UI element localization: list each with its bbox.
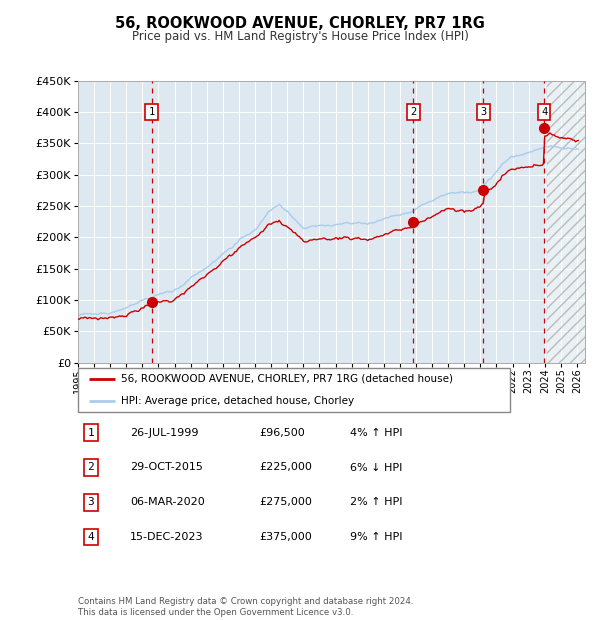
Text: 56, ROOKWOOD AVENUE, CHORLEY, PR7 1RG (detached house): 56, ROOKWOOD AVENUE, CHORLEY, PR7 1RG (d… — [121, 374, 453, 384]
Text: 6% ↓ HPI: 6% ↓ HPI — [350, 463, 403, 472]
Text: 3: 3 — [88, 497, 94, 507]
Text: 26-JUL-1999: 26-JUL-1999 — [130, 428, 199, 438]
Text: Price paid vs. HM Land Registry's House Price Index (HPI): Price paid vs. HM Land Registry's House … — [131, 30, 469, 43]
Text: 4% ↑ HPI: 4% ↑ HPI — [350, 428, 403, 438]
Text: 56, ROOKWOOD AVENUE, CHORLEY, PR7 1RG: 56, ROOKWOOD AVENUE, CHORLEY, PR7 1RG — [115, 16, 485, 30]
Bar — [547, 81, 585, 363]
Text: 2% ↑ HPI: 2% ↑ HPI — [350, 497, 403, 507]
FancyBboxPatch shape — [78, 368, 510, 412]
Bar — [547, 81, 585, 363]
Text: 1: 1 — [148, 107, 155, 117]
Text: 9% ↑ HPI: 9% ↑ HPI — [350, 532, 403, 542]
Text: Contains HM Land Registry data © Crown copyright and database right 2024.
This d: Contains HM Land Registry data © Crown c… — [78, 598, 413, 617]
Text: 29-OCT-2015: 29-OCT-2015 — [130, 463, 203, 472]
Text: £375,000: £375,000 — [259, 532, 312, 542]
Text: 4: 4 — [541, 107, 547, 117]
Text: 06-MAR-2020: 06-MAR-2020 — [130, 497, 205, 507]
Text: £275,000: £275,000 — [259, 497, 313, 507]
Text: 1: 1 — [88, 428, 94, 438]
Text: £96,500: £96,500 — [259, 428, 305, 438]
Text: 15-DEC-2023: 15-DEC-2023 — [130, 532, 203, 542]
Text: 3: 3 — [480, 107, 487, 117]
Text: HPI: Average price, detached house, Chorley: HPI: Average price, detached house, Chor… — [121, 396, 355, 406]
Text: 2: 2 — [410, 107, 416, 117]
Text: £225,000: £225,000 — [259, 463, 313, 472]
Text: 2: 2 — [88, 463, 94, 472]
Text: 4: 4 — [88, 532, 94, 542]
